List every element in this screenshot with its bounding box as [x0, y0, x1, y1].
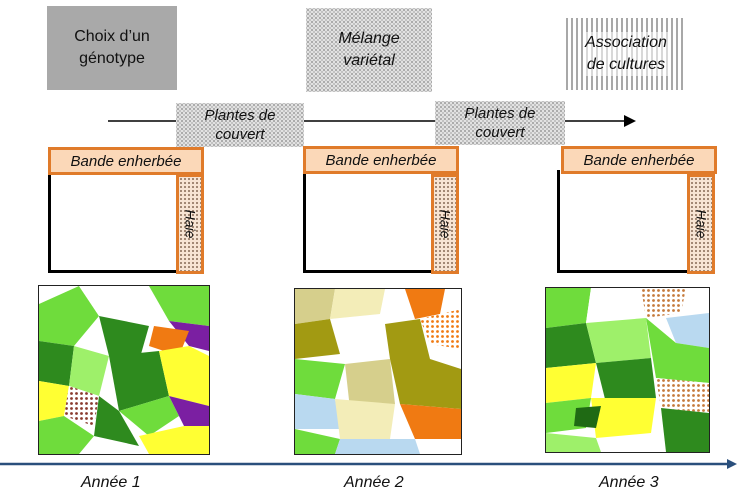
- top-box-melange: Mélange variétal: [306, 8, 432, 92]
- top-box-association: Association de cultures: [566, 18, 686, 90]
- bande-label-3: Bande enherbée: [583, 151, 695, 169]
- timeline-arrow: [0, 459, 737, 469]
- haie-label-3: Haie: [693, 209, 710, 239]
- bande-enherbee-3: Bande enherbée: [561, 146, 717, 174]
- haie-2: Haie: [431, 174, 459, 274]
- bande-enherbee-1: Bande enherbée: [48, 147, 204, 175]
- haie-label-1: Haie: [182, 209, 199, 239]
- landscape-map-year-1: [38, 285, 210, 455]
- year-label-2: Année 2: [344, 474, 404, 491]
- cover-crop-label-2: Plantes de couvert: [464, 105, 536, 141]
- bande-enherbee-2: Bande enherbée: [303, 146, 459, 174]
- cover-crop-label-1: Plantes de couvert: [204, 107, 276, 143]
- landscape-map-year-2: [294, 288, 462, 455]
- top-box-genotype: Choix d’un génotype: [47, 6, 177, 90]
- haie-1: Haie: [176, 174, 204, 274]
- bande-label-1: Bande enherbée: [70, 152, 182, 170]
- top-box-genotype-label: Choix d’un génotype: [74, 28, 150, 67]
- year-label-1: Année 1: [81, 474, 141, 491]
- field-plot-1: [48, 170, 198, 273]
- top-box-melange-label: Mélange variétal: [338, 30, 400, 69]
- field-plot-2: [303, 170, 453, 273]
- field-plot-3: [557, 170, 707, 273]
- cover-crop-box-2: Plantes de couvert: [435, 101, 565, 145]
- year-label-3: Année 3: [599, 474, 659, 491]
- haie-3: Haie: [687, 174, 715, 274]
- haie-label-2: Haie: [437, 209, 454, 239]
- top-box-association-label: Association de cultures: [583, 32, 669, 76]
- bande-label-2: Bande enherbée: [325, 151, 437, 169]
- landscape-map-year-3: [545, 287, 710, 453]
- cover-crop-box-1: Plantes de couvert: [176, 103, 304, 147]
